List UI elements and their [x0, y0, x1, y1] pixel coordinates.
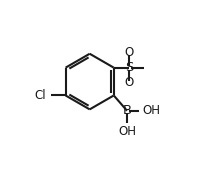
Text: OH: OH	[118, 125, 136, 138]
Text: B: B	[122, 104, 132, 117]
Text: O: O	[124, 46, 134, 59]
Text: OH: OH	[142, 104, 160, 117]
Text: S: S	[125, 61, 133, 74]
Text: Cl: Cl	[35, 89, 46, 102]
Text: O: O	[124, 76, 134, 89]
